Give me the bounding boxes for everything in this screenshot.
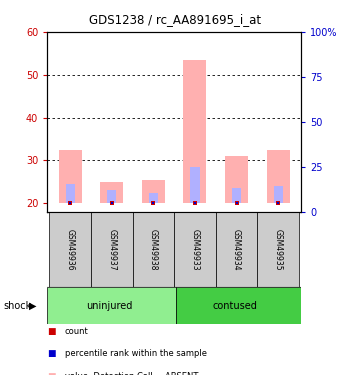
Bar: [107, 190, 116, 203]
Bar: [142, 180, 165, 203]
Bar: [149, 193, 158, 203]
Text: GDS1238 / rc_AA891695_i_at: GDS1238 / rc_AA891695_i_at: [89, 13, 261, 26]
Text: shock: shock: [4, 301, 32, 310]
Text: contused: contused: [212, 301, 257, 310]
Bar: [47, 287, 176, 324]
Bar: [174, 212, 216, 287]
Bar: [91, 212, 133, 287]
Text: GSM49935: GSM49935: [274, 228, 282, 270]
Bar: [232, 188, 241, 203]
Bar: [190, 167, 199, 203]
Bar: [65, 184, 75, 203]
Bar: [59, 150, 82, 203]
Text: GSM49933: GSM49933: [190, 228, 199, 270]
Text: GSM49936: GSM49936: [66, 228, 75, 270]
Bar: [133, 212, 174, 287]
Text: ■: ■: [47, 349, 56, 358]
Bar: [257, 212, 299, 287]
Text: ■: ■: [47, 372, 56, 375]
Text: value, Detection Call = ABSENT: value, Detection Call = ABSENT: [65, 372, 198, 375]
Bar: [267, 150, 289, 203]
Text: GSM49937: GSM49937: [107, 228, 116, 270]
Bar: [225, 156, 248, 203]
Text: ■: ■: [47, 327, 56, 336]
Text: count: count: [65, 327, 89, 336]
Bar: [176, 287, 301, 324]
Text: percentile rank within the sample: percentile rank within the sample: [65, 349, 207, 358]
Text: GSM49934: GSM49934: [232, 228, 241, 270]
Bar: [274, 186, 283, 203]
Bar: [100, 182, 123, 203]
Bar: [183, 60, 206, 203]
Bar: [49, 212, 91, 287]
Text: uninjured: uninjured: [86, 301, 133, 310]
Bar: [216, 212, 257, 287]
Text: ▶: ▶: [29, 301, 36, 310]
Text: GSM49938: GSM49938: [149, 229, 158, 270]
